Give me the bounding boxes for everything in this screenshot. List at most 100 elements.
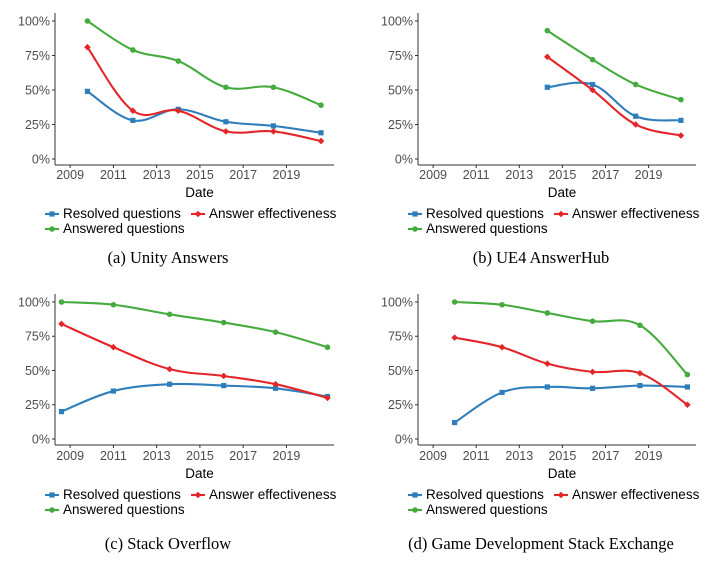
series-line-answered [86, 20, 322, 107]
legend-marker-effectiveness [557, 210, 565, 218]
data-point-answered [451, 299, 458, 305]
y-tick-label: 0% [395, 432, 413, 446]
y-tick-label: 25% [388, 398, 413, 412]
legend-marker-resolved [49, 211, 55, 217]
data-point-answered [589, 56, 596, 63]
data-point-resolved [84, 88, 91, 94]
data-point-answered [84, 18, 91, 24]
data-point-effectiveness [451, 334, 458, 341]
data-point-answered [130, 47, 136, 53]
y-tick-label: 0% [32, 432, 50, 446]
data-point-answered [637, 322, 643, 329]
data-point-effectiveness [270, 128, 277, 135]
data-point-effectiveness [110, 343, 117, 351]
data-point-effectiveness [544, 53, 551, 61]
x-tick-label: 2013 [505, 449, 533, 463]
chart-panel-3: 0% 25% 50% 75% 100% 2009 2011 2013 2015 2017 2019 D… [18, 294, 337, 553]
panel-caption: (d) Game Development Stack Exchange [408, 534, 674, 553]
series-line-resolved [86, 90, 322, 134]
x-tick-label: 2019 [273, 168, 301, 182]
data-point-effectiveness [174, 107, 182, 114]
data-point-resolved [637, 382, 643, 389]
data-point-answered [110, 301, 117, 308]
legend-marker-answered [49, 507, 55, 513]
x-tick-label: 2009 [56, 168, 84, 182]
data-point-effectiveness [166, 365, 173, 373]
x-axis-label: Date [185, 185, 214, 200]
legend-marker-effectiveness [557, 491, 565, 499]
chart-panel-4: 0% 25% 50% 75% 100% 2009 2011 2013 2015 2017 2019 D… [381, 294, 700, 553]
legend-marker-effectiveness [194, 491, 202, 499]
data-point-answered [272, 329, 279, 335]
panel-caption: (c) Stack Overflow [105, 534, 232, 553]
y-tick-label: 75% [388, 330, 413, 344]
x-tick-label: 2017 [592, 168, 620, 182]
y-tick-label: 75% [25, 49, 50, 63]
data-point-resolved [130, 117, 136, 123]
panel-caption: (b) UE4 AnswerHub [473, 248, 610, 267]
x-tick-label: 2015 [548, 168, 576, 182]
data-point-resolved [223, 119, 229, 125]
x-tick-label: 2015 [548, 449, 576, 463]
y-tick-label: 75% [388, 49, 413, 63]
data-point-effectiveness [129, 107, 137, 114]
y-tick-label: 25% [388, 118, 413, 132]
x-tick-label: 2011 [463, 449, 490, 463]
panel-caption: (a) Unity Answers [108, 248, 229, 267]
x-tick-label: 2019 [635, 168, 663, 182]
y-tick-label: 100% [18, 295, 50, 309]
legend-label: Answered questions [63, 502, 185, 517]
data-point-resolved [684, 384, 690, 390]
legend-label: Resolved questions [63, 487, 181, 502]
legend: Resolved questions Answer effectiveness An… [408, 206, 700, 236]
x-axis-label: Date [548, 466, 577, 481]
legend-marker-effectiveness [194, 210, 202, 218]
series-line-answered [546, 29, 682, 101]
legend: Resolved questions Answer effectiveness An… [408, 487, 700, 517]
data-point-answered [166, 311, 173, 318]
y-tick-label: 50% [388, 364, 413, 378]
data-point-resolved [167, 381, 173, 387]
x-tick-label: 2015 [186, 449, 214, 463]
legend: Resolved questions Answer effectiveness An… [45, 487, 337, 517]
series-line-effectiveness [61, 322, 328, 399]
x-tick-label: 2011 [100, 168, 127, 182]
data-point-resolved [270, 123, 277, 129]
series-line-answered [454, 300, 689, 376]
data-point-resolved [589, 385, 596, 391]
legend-label: Answered questions [63, 221, 185, 236]
data-point-resolved [678, 117, 684, 123]
data-point-answered [270, 84, 277, 91]
y-tick-label: 100% [18, 14, 50, 28]
y-tick-label: 100% [381, 295, 413, 309]
data-point-answered [684, 371, 691, 378]
chart-panel-2: 0% 25% 50% 75% 100% 2009 2011 2013 2015 2017 2019 D… [381, 13, 700, 267]
data-point-effectiveness [324, 394, 331, 402]
x-tick-label: 2017 [592, 449, 620, 463]
data-point-effectiveness [589, 368, 596, 376]
y-tick-label: 100% [381, 14, 413, 28]
legend-marker-resolved [412, 211, 418, 217]
data-point-effectiveness [272, 380, 279, 388]
x-tick-label: 2017 [229, 168, 257, 182]
data-point-answered [58, 299, 65, 305]
legend-label: Answered questions [426, 502, 548, 517]
data-point-effectiveness [498, 343, 506, 351]
x-tick-label: 2013 [143, 449, 171, 463]
x-tick-label: 2013 [143, 168, 171, 182]
data-point-resolved [499, 389, 505, 396]
data-point-answered [678, 96, 684, 103]
x-tick-label: 2011 [463, 168, 490, 182]
legend-label: Resolved questions [426, 487, 544, 502]
series-line-effectiveness [86, 46, 322, 143]
data-point-resolved [273, 385, 279, 391]
legend-marker-resolved [49, 492, 55, 498]
data-point-effectiveness [677, 132, 685, 139]
x-axis-label: Date [548, 185, 577, 200]
x-tick-label: 2009 [419, 449, 447, 463]
data-point-resolved [318, 130, 324, 136]
legend-label: Answer effectiveness [209, 487, 337, 502]
data-point-effectiveness [84, 43, 91, 51]
x-tick-label: 2019 [635, 449, 663, 463]
series-line-effectiveness [454, 336, 688, 406]
